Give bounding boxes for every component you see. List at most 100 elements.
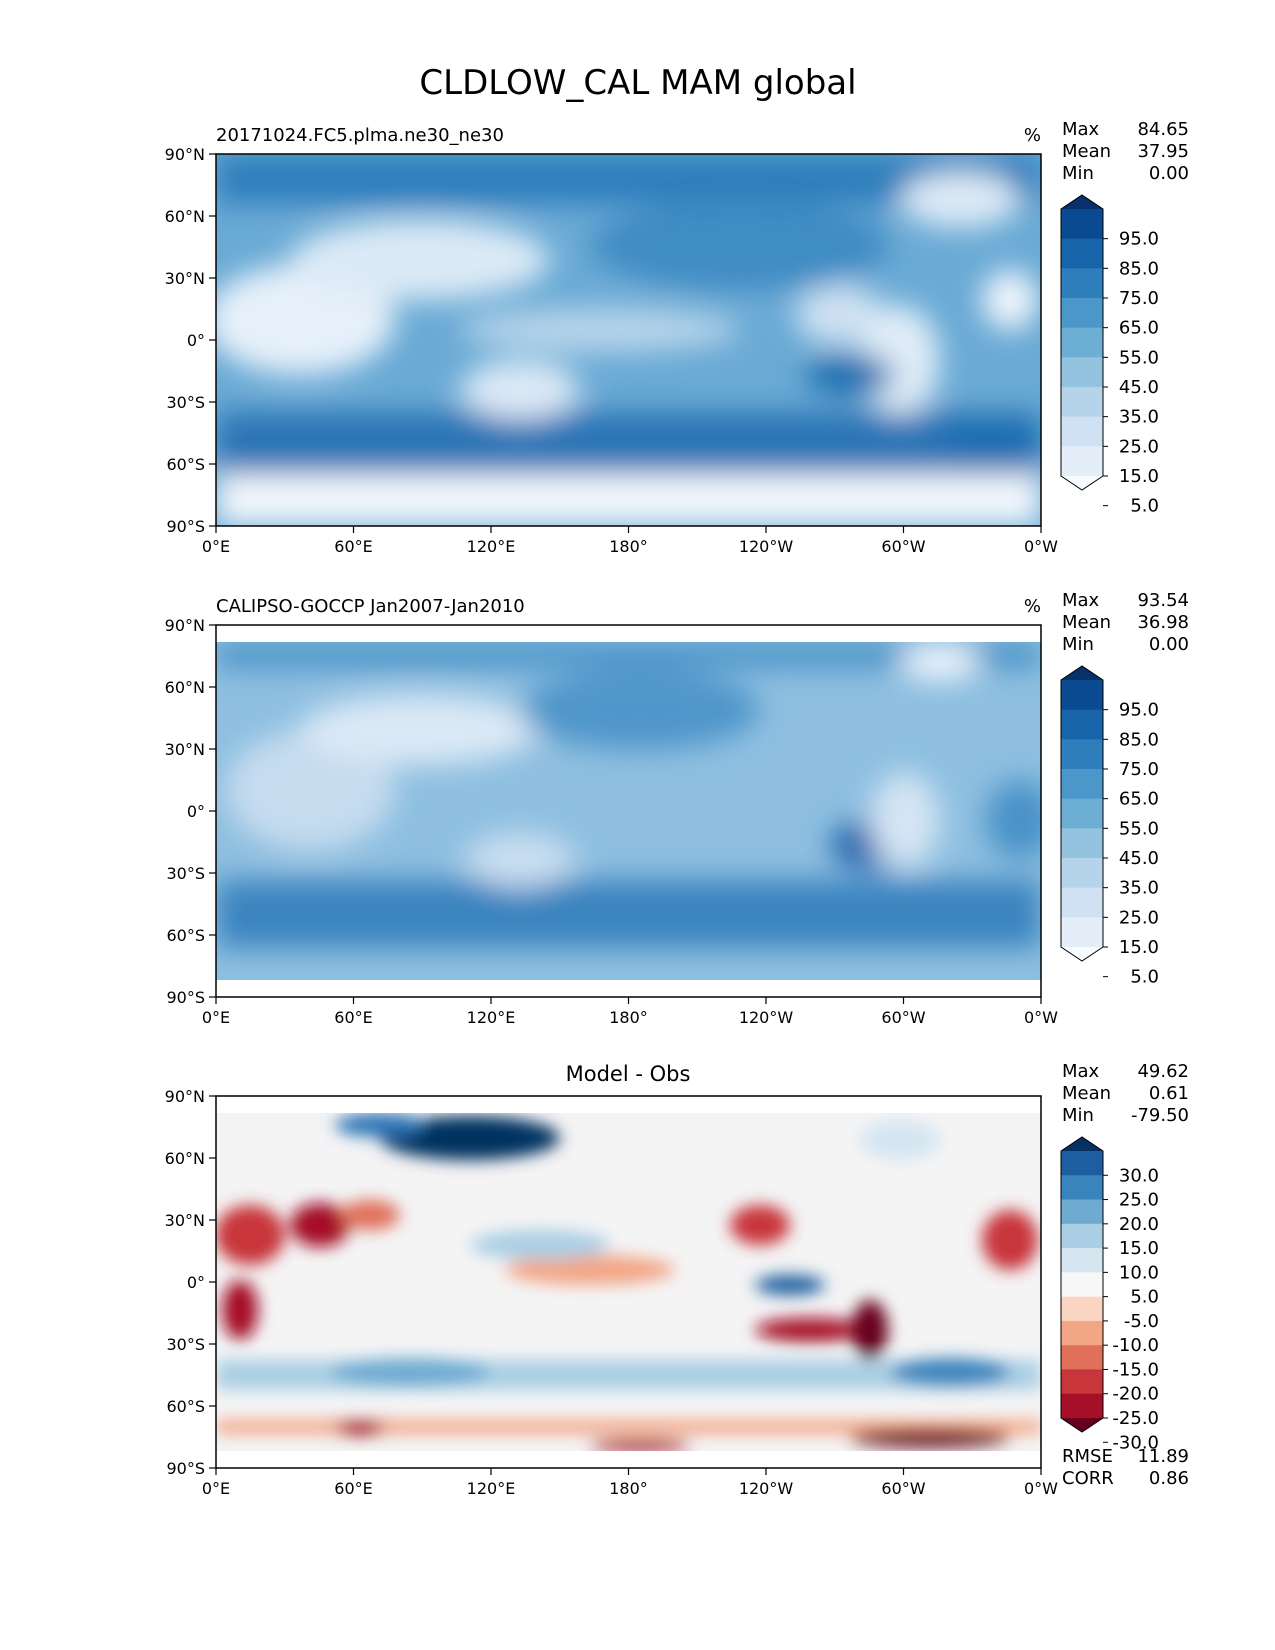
colorbar-segment [1061,416,1103,447]
colorbar-tick-label: -20.0 [1112,1384,1159,1405]
colorbar-segment [1061,1248,1103,1273]
colorbar-tick-label: 55.0 [1119,347,1159,368]
stat-value: 93.54 [1137,590,1189,611]
panel-obs-title: CALIPSO-GOCCP Jan2007-Jan2010 [216,596,525,617]
colorbar-segment [1061,1272,1103,1298]
colorbar-tick-label: 5.0 [1130,1287,1159,1308]
colorbar-segment [1061,739,1103,770]
panel-model-title: 20171024.FC5.plma.ne30_ne30 [216,125,504,146]
stat-label: Max [1062,590,1100,611]
colorbar-segment [1061,1320,1103,1346]
x-tick-label: 180° [609,1008,648,1027]
stat-value: 84.65 [1137,119,1189,140]
y-tick-label: 90°N [165,145,205,164]
colorbar-tick-label: 15.0 [1119,937,1159,958]
y-tick-label: 30°S [166,864,205,883]
colorbar-tick-label: 85.0 [1119,729,1159,750]
colorbar-segment [1061,268,1103,299]
x-tick-label: 0°E [202,537,230,556]
colorbar-segment [1061,798,1103,829]
panel-model: 20171024.FC5.plma.ne30_ne30 % [215,119,1189,527]
colorbar-segment [1061,1151,1103,1176]
stat-label: Mean [1062,141,1111,162]
y-tick-label: 60°S [166,926,205,945]
x-tick-label: 60°W [881,1479,925,1498]
x-tick-label: 120°W [739,1479,794,1498]
x-tick-label: 180° [609,1479,648,1498]
panel-obs: CALIPSO-GOCCP Jan2007-Jan2010 % Max [215,590,1189,998]
x-tick-label: 180° [609,537,648,556]
x-tick-label: 0°W [1024,1008,1058,1027]
colorbar-tick-label: -5.0 [1124,1311,1159,1332]
colorbar-extend-high [1061,666,1103,680]
colorbar-tick-label: 55.0 [1119,818,1159,839]
corr-value: 0.86 [1149,1468,1189,1489]
colorbar-extend-low [1061,476,1103,490]
y-tick-label: 0° [187,1273,205,1292]
obs-stats: Max 93.54 Mean 36.98 Min 0.00 [1062,590,1189,655]
stat-value: 36.98 [1137,612,1189,633]
colorbar-segment [1061,446,1103,477]
x-tick-label: 0°E [202,1479,230,1498]
colorbar-segment [1061,209,1103,240]
colorbar-tick-label: 75.0 [1119,759,1159,780]
stat-value: 0.00 [1149,634,1189,655]
corr-label: CORR [1062,1468,1114,1489]
x-tick-label: 0°W [1024,1479,1058,1498]
model-stats: Max 84.65 Mean 37.95 Min 0.00 [1062,119,1189,184]
panel-obs-units: % [1024,596,1041,617]
colorbar-segment [1061,769,1103,800]
colorbar-tick-label: 25.0 [1119,1190,1159,1211]
colorbar-segment [1061,387,1103,418]
obs-colorbar: 95.0 85.0 75.0 65.0 55.0 45.0 35.0 25.0 15.0 5.0 [1060,665,1159,988]
colorbar-tick-label: 85.0 [1119,258,1159,279]
x-tick-label: 120°E [467,1008,516,1027]
stat-label: Mean [1062,1083,1111,1104]
colorbar-segment [1061,1345,1103,1371]
colorbar-segment [1061,357,1103,388]
colorbar-tick-label: 45.0 [1119,377,1159,398]
figure-title: CLDLOW_CAL MAM global [419,63,856,103]
colorbar-extend-high [1061,195,1103,209]
colorbar-segment [1061,1175,1103,1201]
colorbar-extend-low [1061,1418,1103,1432]
colorbar-tick-label: 35.0 [1119,407,1159,428]
y-tick-label: 0° [187,802,205,821]
y-tick-label: 60°N [165,207,205,226]
stat-value: 0.61 [1149,1083,1189,1104]
stat-value: -79.50 [1131,1105,1189,1126]
stat-label: Mean [1062,612,1111,633]
x-tick-label: 120°E [467,537,516,556]
y-tick-label: 30°S [166,1335,205,1354]
stat-value: 49.62 [1137,1061,1189,1082]
colorbar-segment [1061,327,1103,358]
diff-field [216,1096,1041,1468]
colorbar-tick-label: 65.0 [1119,789,1159,810]
colorbar-tick-label: 5.0 [1130,496,1159,517]
colorbar-segment [1061,1199,1103,1225]
colorbar-tick-label: 65.0 [1119,318,1159,339]
colorbar-segment [1061,858,1103,889]
rmse-label: RMSE [1062,1446,1113,1467]
map-axes: 0°E 60°E 120°E 180° 120°W 60°W 0°W 90°N 60°N 30°N… [165,145,1059,1498]
y-tick-label: 0° [187,331,205,350]
stat-label: Min [1062,634,1094,655]
colorbar-segment [1061,1223,1103,1249]
x-tick-label: 60°E [334,1479,372,1498]
y-tick-label: 60°N [165,1149,205,1168]
colorbar-tick-label: 30.0 [1119,1165,1159,1186]
x-tick-label: 0°W [1024,537,1058,556]
x-tick-label: 0°E [202,1008,230,1027]
colorbar-extend-low [1061,947,1103,961]
diff-colorbar: 30.0 25.0 20.0 15.0 10.0 5.0 -5.0 -10.0 -15.0 -20… [1060,1136,1159,1453]
colorbar-segment [1061,828,1103,859]
panel-diff-title: Model - Obs [566,1062,691,1086]
x-tick-label: 120°W [739,537,794,556]
colorbar-segment [1061,238,1103,269]
colorbar-segment [1061,298,1103,329]
y-tick-label: 90°S [166,1459,205,1478]
x-tick-label: 60°W [881,1008,925,1027]
colorbar-tick-label: 15.0 [1119,1238,1159,1259]
stat-value: 0.00 [1149,163,1189,184]
panel-model-units: % [1024,125,1041,146]
